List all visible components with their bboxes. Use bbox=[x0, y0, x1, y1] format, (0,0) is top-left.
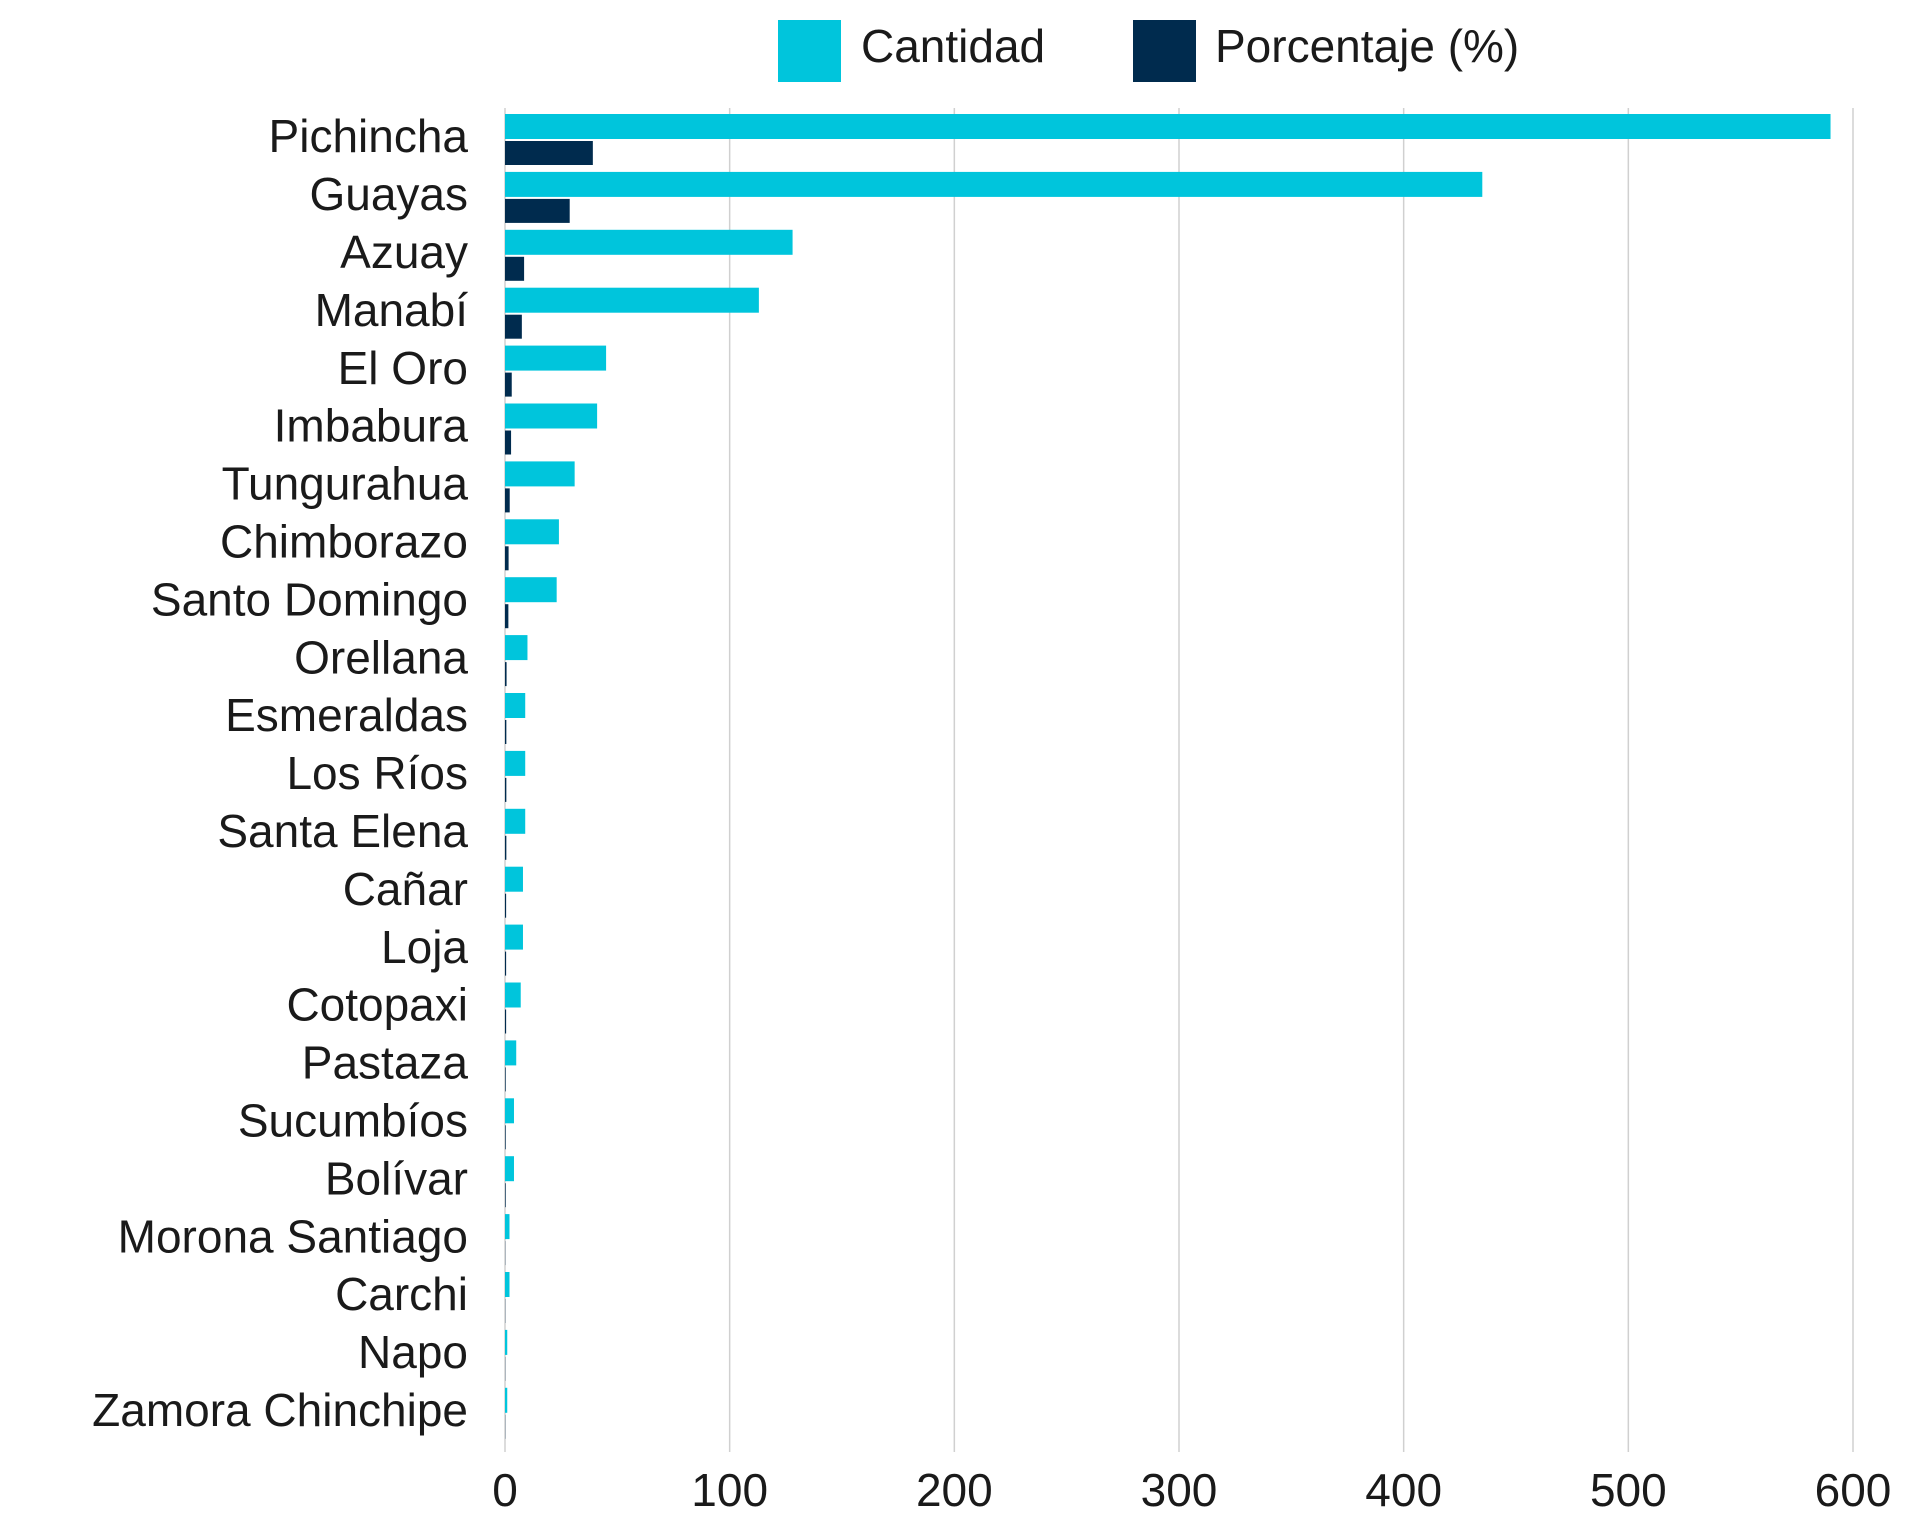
bar bbox=[505, 1009, 507, 1034]
bar bbox=[505, 1040, 517, 1066]
bar bbox=[505, 635, 528, 661]
bar bbox=[505, 314, 522, 339]
bar bbox=[505, 229, 793, 255]
bar bbox=[505, 430, 512, 455]
bar bbox=[505, 488, 510, 513]
bar bbox=[505, 808, 526, 834]
y-tick-label: Sucumbíos bbox=[238, 1094, 468, 1146]
y-tick-label: Chimborazo bbox=[220, 515, 468, 567]
bar bbox=[505, 866, 523, 892]
bar bbox=[505, 720, 507, 744]
y-tick-label: Imbabura bbox=[274, 400, 469, 452]
bar bbox=[505, 1156, 514, 1182]
bar bbox=[505, 372, 512, 397]
y-tick-label: Azuay bbox=[340, 226, 468, 278]
legend-label: Cantidad bbox=[861, 20, 1045, 72]
bar bbox=[505, 345, 607, 371]
bar bbox=[505, 546, 509, 571]
bar bbox=[505, 1183, 506, 1208]
y-tick-label: Esmeraldas bbox=[225, 689, 468, 741]
bar bbox=[505, 1098, 514, 1124]
bar bbox=[505, 461, 575, 487]
y-tick-label: Orellana bbox=[294, 631, 468, 683]
bar bbox=[505, 1214, 510, 1240]
legend-swatch bbox=[1133, 20, 1196, 82]
bar bbox=[505, 662, 507, 687]
bar bbox=[505, 114, 1831, 139]
bar bbox=[505, 750, 526, 776]
y-tick-label: Pichincha bbox=[269, 110, 469, 162]
bar bbox=[505, 1329, 508, 1355]
x-tick-label: 300 bbox=[1141, 1464, 1218, 1516]
y-tick-label: Pastaza bbox=[302, 1037, 469, 1089]
bar bbox=[505, 982, 521, 1008]
legend-swatch bbox=[778, 20, 841, 82]
bar bbox=[505, 951, 507, 976]
y-tick-label: Loja bbox=[381, 921, 468, 973]
bar bbox=[505, 141, 593, 165]
x-tick-label: 200 bbox=[916, 1464, 993, 1516]
y-tick-label: Guayas bbox=[309, 168, 468, 220]
bar bbox=[505, 777, 507, 802]
y-tick-label: Bolívar bbox=[325, 1152, 468, 1204]
y-tick-label: Cotopaxi bbox=[286, 979, 468, 1031]
x-tick-label: 400 bbox=[1365, 1464, 1442, 1516]
bar bbox=[505, 893, 507, 918]
y-tick-label: Santa Elena bbox=[217, 805, 468, 857]
x-tick-label: 600 bbox=[1815, 1464, 1892, 1516]
bar bbox=[505, 924, 523, 950]
y-tick-label: Napo bbox=[358, 1326, 468, 1378]
y-tick-label: Zamora Chinchipe bbox=[92, 1384, 468, 1436]
bar bbox=[505, 1387, 508, 1413]
x-tick-label: 100 bbox=[691, 1464, 768, 1516]
y-tick-label: Morona Santiago bbox=[118, 1210, 468, 1262]
x-tick-label: 0 bbox=[492, 1464, 518, 1516]
bar bbox=[505, 403, 598, 429]
y-tick-label: Tungurahua bbox=[222, 458, 469, 510]
bar bbox=[505, 287, 759, 313]
bar bbox=[505, 256, 525, 281]
bar bbox=[505, 1067, 506, 1092]
bar bbox=[505, 693, 526, 718]
bar bbox=[505, 577, 557, 603]
y-tick-label: Santo Domingo bbox=[151, 573, 468, 625]
bar bbox=[505, 1272, 510, 1297]
y-tick-label: Manabí bbox=[315, 284, 469, 336]
y-tick-label: Los Ríos bbox=[286, 747, 468, 799]
bar bbox=[505, 604, 509, 629]
legend-label: Porcentaje (%) bbox=[1215, 20, 1519, 72]
bar bbox=[505, 198, 570, 223]
y-tick-label: Cañar bbox=[343, 863, 468, 915]
y-tick-label: Carchi bbox=[335, 1268, 468, 1320]
y-tick-label: El Oro bbox=[338, 342, 468, 394]
bar bbox=[505, 519, 559, 545]
bar bbox=[505, 171, 1483, 197]
bar bbox=[505, 1125, 506, 1150]
bar bbox=[505, 835, 507, 860]
x-tick-label: 500 bbox=[1590, 1464, 1667, 1516]
